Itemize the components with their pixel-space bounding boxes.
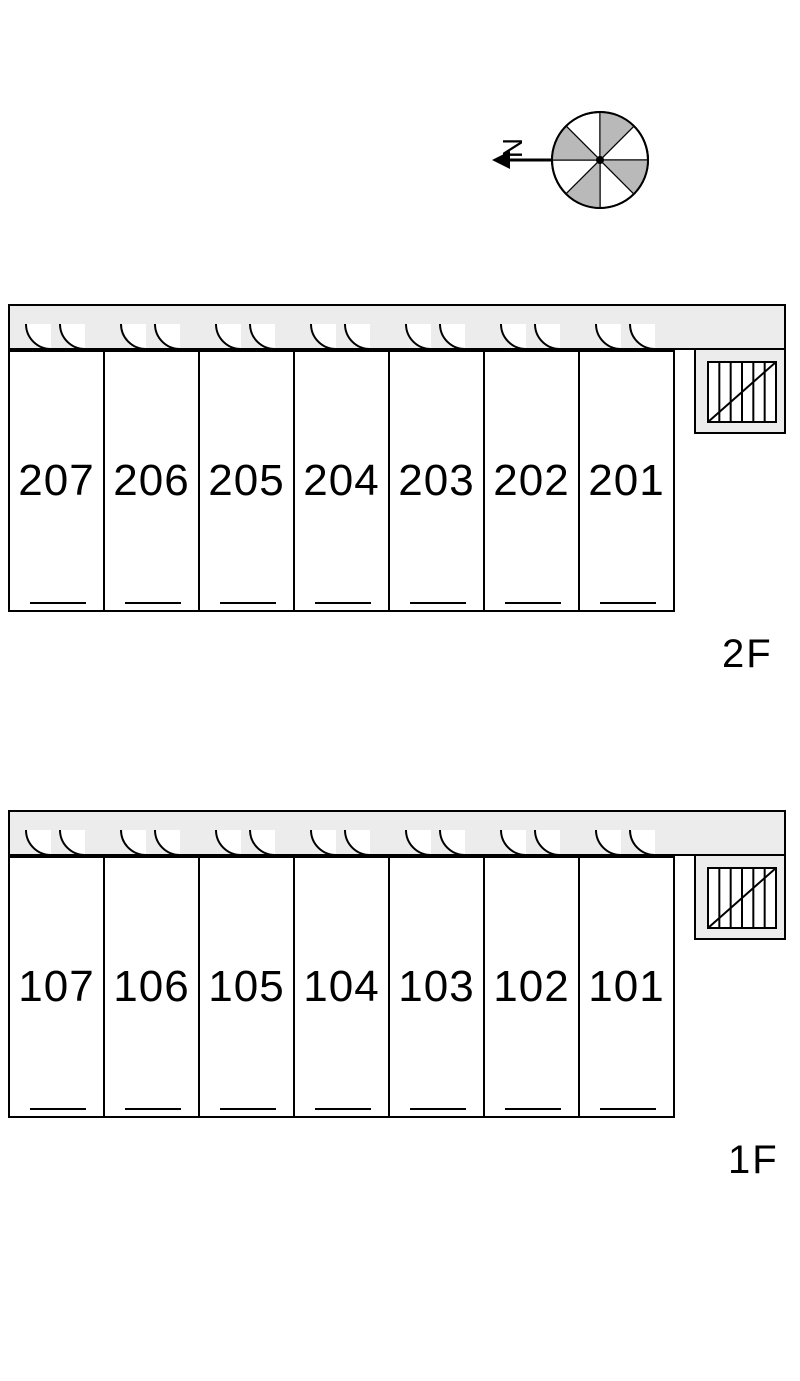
rooms-row: 207 206 205 204 203 202 201 [8,350,675,612]
door-swing-icon [310,324,336,350]
floor-label-1F: 1F [728,1138,779,1183]
room-label: 105 [208,962,284,1012]
room-label: 202 [493,456,569,506]
door-swing-icon [405,830,431,856]
door-swing-icon [25,830,51,856]
room-203: 203 [388,350,485,612]
window-sill [125,602,181,612]
floor-label-2F: 2F [722,632,773,677]
room-207: 207 [8,350,105,612]
door-swing-icon [629,830,655,856]
stairs-icon [694,350,786,434]
door-swing-icon [154,830,180,856]
room-107: 107 [8,856,105,1118]
window-sill [600,1108,656,1118]
room-label: 207 [18,456,94,506]
door-swing-icon [534,324,560,350]
door-swing-icon [25,324,51,350]
door-swing-icon [215,324,241,350]
window-sill [410,1108,466,1118]
door-swing-icon [249,830,275,856]
door-swing-icon [344,324,370,350]
room-label: 101 [588,962,664,1012]
door-swing-icon [120,324,146,350]
window-sill [30,1108,86,1118]
window-sill [600,602,656,612]
room-label: 205 [208,456,284,506]
room-106: 106 [103,856,200,1118]
room-label: 106 [113,962,189,1012]
rooms-row: 107 106 105 104 103 102 101 [8,856,675,1118]
window-sill [125,1108,181,1118]
room-102: 102 [483,856,580,1118]
room-label: 201 [588,456,664,506]
door-swing-icon [439,324,465,350]
room-104: 104 [293,856,390,1118]
door-swing-icon [59,324,85,350]
window-sill [220,602,276,612]
door-swing-icon [439,830,465,856]
door-swing-icon [629,324,655,350]
door-swing-icon [120,830,146,856]
room-206: 206 [103,350,200,612]
door-swing-icon [249,324,275,350]
door-swing-icon [154,324,180,350]
door-swing-icon [595,830,621,856]
window-sill [505,1108,561,1118]
door-swing-icon [500,324,526,350]
window-sill [505,602,561,612]
room-202: 202 [483,350,580,612]
window-sill [30,602,86,612]
window-sill [315,602,371,612]
door-swing-icon [59,830,85,856]
window-sill [220,1108,276,1118]
room-label: 102 [493,962,569,1012]
room-label: 203 [398,456,474,506]
floorplan-diagram: N 20720620520420320220110710610510410310… [0,0,800,1381]
door-swing-icon [310,830,336,856]
room-label: 107 [18,962,94,1012]
room-103: 103 [388,856,485,1118]
compass: N [450,90,670,235]
room-205: 205 [198,350,295,612]
room-204: 204 [293,350,390,612]
room-label: 204 [303,456,379,506]
door-swing-icon [215,830,241,856]
compass-rose-icon: N [450,90,670,230]
svg-text:N: N [497,138,528,158]
door-swing-icon [500,830,526,856]
window-sill [410,602,466,612]
room-201: 201 [578,350,675,612]
stairs-icon [694,856,786,940]
window-sill [315,1108,371,1118]
room-label: 103 [398,962,474,1012]
room-101: 101 [578,856,675,1118]
door-swing-icon [595,324,621,350]
room-105: 105 [198,856,295,1118]
door-swing-icon [344,830,370,856]
door-swing-icon [534,830,560,856]
room-label: 104 [303,962,379,1012]
room-label: 206 [113,456,189,506]
door-swing-icon [405,324,431,350]
